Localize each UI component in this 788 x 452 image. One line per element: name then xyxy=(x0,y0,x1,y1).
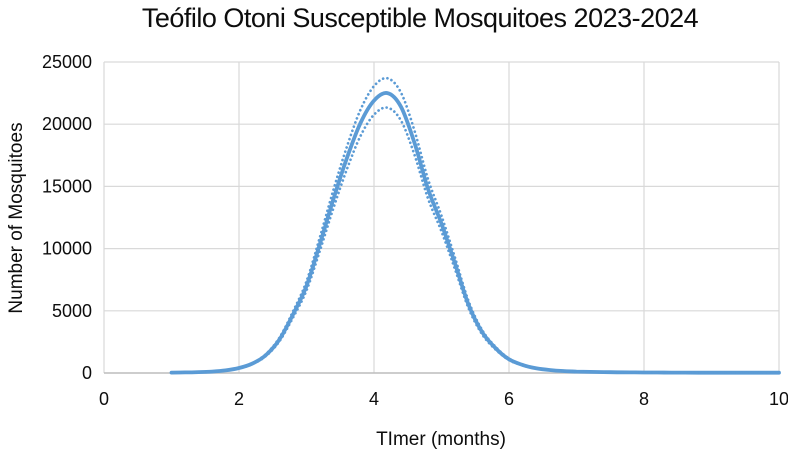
series-lines xyxy=(169,76,781,375)
y-tick-label: 25000 xyxy=(42,52,92,72)
x-tick-label: 0 xyxy=(99,389,109,409)
y-tick-label: 5000 xyxy=(52,301,92,321)
axis-tick-labels: 0 5000 10000 15000 20000 25000 0 2 4 6 8 10 xyxy=(42,52,788,409)
y-tick-label: 10000 xyxy=(42,239,92,259)
x-tick-label: 8 xyxy=(639,389,649,409)
y-axis-title: Number of Mosquitoes xyxy=(6,122,27,313)
x-tick-label: 10 xyxy=(769,389,788,409)
x-tick-label: 6 xyxy=(504,389,514,409)
x-tick-label: 2 xyxy=(234,389,244,409)
y-tick-label: 0 xyxy=(82,363,92,383)
gridlines xyxy=(103,61,780,374)
series-path-susceptible-mean xyxy=(169,91,781,375)
series-path-upper-band xyxy=(170,76,781,375)
x-axis-title: TImer (months) xyxy=(376,429,506,450)
y-tick-label: 15000 xyxy=(42,176,92,196)
y-tick-label: 20000 xyxy=(42,114,92,134)
series-path-lower-band xyxy=(170,106,781,375)
x-tick-label: 4 xyxy=(369,389,379,409)
chart-title: Teófilo Otoni Susceptible Mosquitoes 202… xyxy=(142,3,699,33)
